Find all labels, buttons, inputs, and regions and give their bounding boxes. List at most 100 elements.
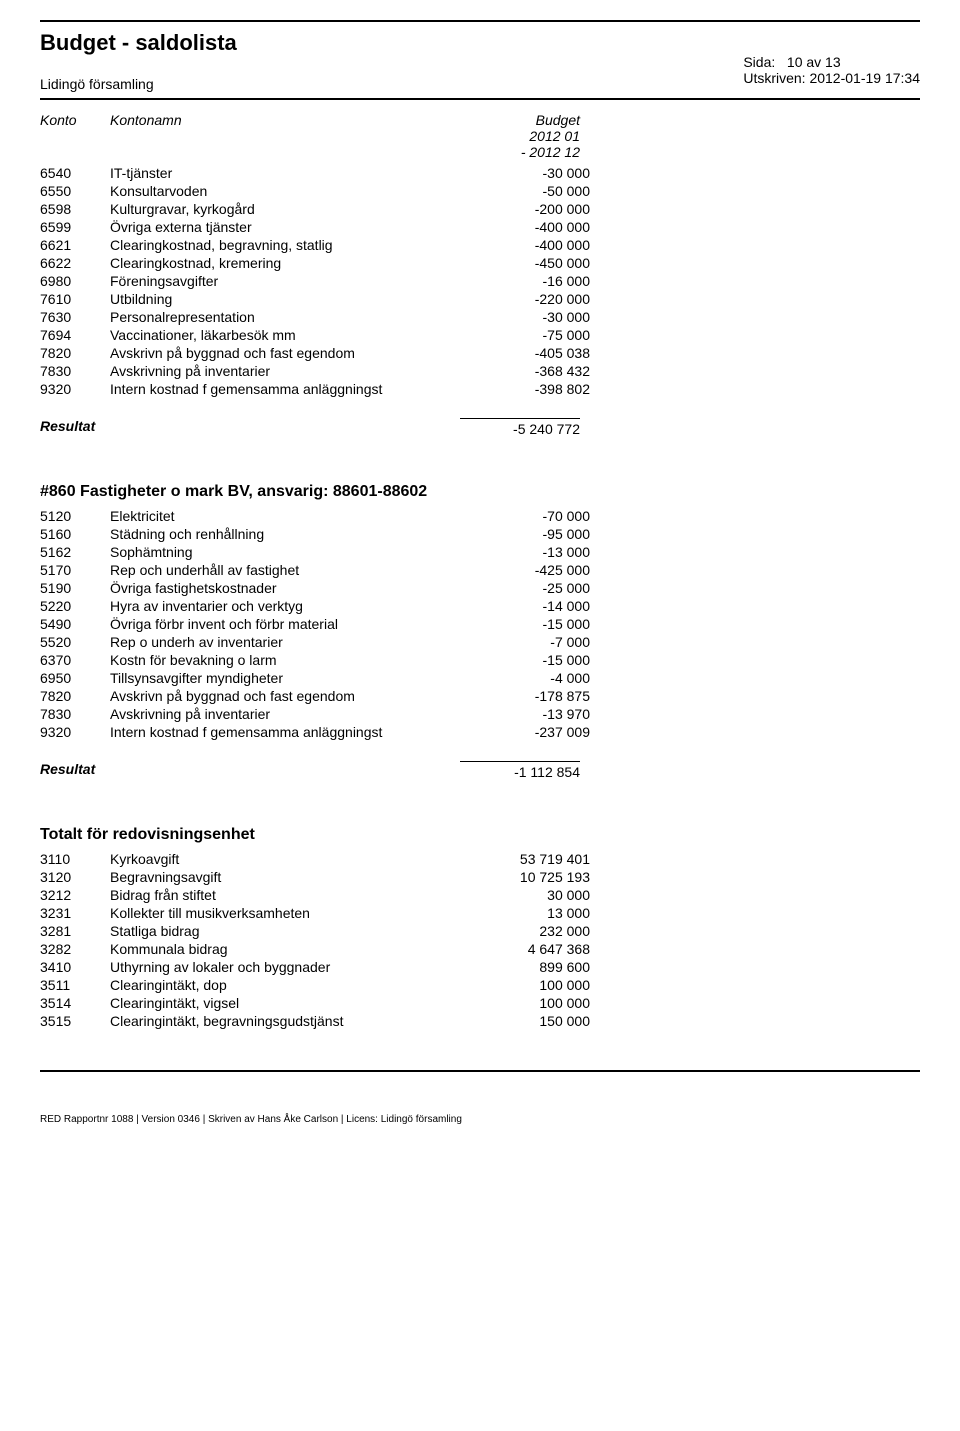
table-row: 7630Personalrepresentation-30 000 [40, 308, 920, 326]
budget-cell: -7 000 [470, 634, 590, 650]
budget-cell: 100 000 [470, 977, 590, 993]
konto-cell: 5190 [40, 580, 110, 596]
kontonamn-cell: Avskrivn på byggnad och fast egendom [110, 345, 470, 361]
budget-cell: -398 802 [470, 381, 590, 397]
table-row: 3410Uthyrning av lokaler och byggnader89… [40, 958, 920, 976]
table-row: 5490Övriga förbr invent och förbr materi… [40, 615, 920, 633]
budget-cell: -13 970 [470, 706, 590, 722]
budget-cell: -200 000 [470, 201, 590, 217]
konto-cell: 3231 [40, 905, 110, 921]
konto-cell: 6598 [40, 201, 110, 217]
kontonamn-cell: Konsultarvoden [110, 183, 470, 199]
konto-cell: 3212 [40, 887, 110, 903]
table-row: 3212Bidrag från stiftet30 000 [40, 886, 920, 904]
budget-cell: -4 000 [470, 670, 590, 686]
budget-cell: -70 000 [470, 508, 590, 524]
kontonamn-cell: Bidrag från stiftet [110, 887, 470, 903]
kontonamn-cell: Begravningsavgift [110, 869, 470, 885]
page-label: Sida: [743, 54, 775, 70]
table-row: 5520Rep o underh av inventarier-7 000 [40, 633, 920, 651]
resultat-value: -1 112 854 [460, 761, 580, 780]
table-row: 6950Tillsynsavgifter myndigheter-4 000 [40, 669, 920, 687]
table-row: 3282Kommunala bidrag4 647 368 [40, 940, 920, 958]
budget-cell: -50 000 [470, 183, 590, 199]
section2-rows: 5120Elektricitet-70 0005160Städning och … [40, 507, 920, 741]
col-budget-l2: 2012 01 [460, 128, 580, 144]
budget-cell: -30 000 [470, 309, 590, 325]
budget-cell: 13 000 [470, 905, 590, 921]
kontonamn-cell: Statliga bidrag [110, 923, 470, 939]
table-row: 3110Kyrkoavgift53 719 401 [40, 850, 920, 868]
page-value: 10 av 13 [787, 54, 841, 70]
konto-cell: 3120 [40, 869, 110, 885]
header-left: Budget - saldolista Lidingö församling [40, 30, 237, 92]
budget-cell: -425 000 [470, 562, 590, 578]
table-row: 5160Städning och renhållning-95 000 [40, 525, 920, 543]
kontonamn-cell: Städning och renhållning [110, 526, 470, 542]
kontonamn-cell: Utbildning [110, 291, 470, 307]
konto-cell: 3511 [40, 977, 110, 993]
table-row: 6598Kulturgravar, kyrkogård-200 000 [40, 200, 920, 218]
kontonamn-cell: Clearingintäkt, vigsel [110, 995, 470, 1011]
budget-cell: -237 009 [470, 724, 590, 740]
konto-cell: 6980 [40, 273, 110, 289]
table-row: 3231Kollekter till musikverksamheten13 0… [40, 904, 920, 922]
resultat-label: Resultat [40, 761, 460, 780]
section2-resultat: Resultat -1 112 854 [40, 741, 920, 786]
konto-cell: 6540 [40, 165, 110, 181]
konto-cell: 3514 [40, 995, 110, 1011]
konto-cell: 5490 [40, 616, 110, 632]
konto-cell: 3515 [40, 1013, 110, 1029]
table-row: 3281Statliga bidrag232 000 [40, 922, 920, 940]
konto-cell: 6599 [40, 219, 110, 235]
kontonamn-cell: Avskrivning på inventarier [110, 363, 470, 379]
header-right: Sida: 10 av 13 Utskriven: 2012-01-19 17:… [743, 54, 920, 86]
table-row: 9320Intern kostnad f gemensamma anläggni… [40, 380, 920, 398]
konto-cell: 6622 [40, 255, 110, 271]
konto-cell: 5520 [40, 634, 110, 650]
budget-cell: -25 000 [470, 580, 590, 596]
kontonamn-cell: Clearingkostnad, begravning, statlig [110, 237, 470, 253]
kontonamn-cell: Avskrivning på inventarier [110, 706, 470, 722]
konto-cell: 7820 [40, 345, 110, 361]
budget-cell: 10 725 193 [470, 869, 590, 885]
table-row: 7820Avskrivn på byggnad och fast egendom… [40, 344, 920, 362]
kontonamn-cell: Kommunala bidrag [110, 941, 470, 957]
table-row: 5190Övriga fastighetskostnader-25 000 [40, 579, 920, 597]
kontonamn-cell: Kollekter till musikverksamheten [110, 905, 470, 921]
col-budget-l3: - 2012 12 [460, 144, 580, 160]
kontonamn-cell: Clearingintäkt, dop [110, 977, 470, 993]
konto-cell: 7694 [40, 327, 110, 343]
table-row: 5120Elektricitet-70 000 [40, 507, 920, 525]
kontonamn-cell: Övriga externa tjänster [110, 219, 470, 235]
table-row: 5162Sophämtning-13 000 [40, 543, 920, 561]
col-budget: Budget 2012 01 - 2012 12 [460, 112, 580, 160]
budget-cell: -16 000 [470, 273, 590, 289]
budget-cell: -400 000 [470, 237, 590, 253]
section3-rows: 3110Kyrkoavgift53 719 4013120Begravnings… [40, 850, 920, 1030]
kontonamn-cell: Kulturgravar, kyrkogård [110, 201, 470, 217]
kontonamn-cell: Personalrepresentation [110, 309, 470, 325]
budget-cell: 4 647 368 [470, 941, 590, 957]
table-row: 7820Avskrivn på byggnad och fast egendom… [40, 687, 920, 705]
report-title: Budget - saldolista [40, 30, 237, 56]
kontonamn-cell: Kostn för bevakning o larm [110, 652, 470, 668]
table-row: 6599Övriga externa tjänster-400 000 [40, 218, 920, 236]
konto-cell: 9320 [40, 724, 110, 740]
konto-cell: 6621 [40, 237, 110, 253]
report-subtitle: Lidingö församling [40, 76, 237, 92]
kontonamn-cell: Hyra av inventarier och verktyg [110, 598, 470, 614]
rule-footer [40, 1070, 920, 1072]
konto-cell: 3281 [40, 923, 110, 939]
konto-cell: 6370 [40, 652, 110, 668]
table-row: 6550Konsultarvoden-50 000 [40, 182, 920, 200]
budget-cell: 150 000 [470, 1013, 590, 1029]
budget-cell: -95 000 [470, 526, 590, 542]
budget-cell: 100 000 [470, 995, 590, 1011]
table-row: 6622Clearingkostnad, kremering-450 000 [40, 254, 920, 272]
konto-cell: 7630 [40, 309, 110, 325]
konto-cell: 6550 [40, 183, 110, 199]
table-row: 9320Intern kostnad f gemensamma anläggni… [40, 723, 920, 741]
table-row: 6540IT-tjänster-30 000 [40, 164, 920, 182]
section3-heading: Totalt för redovisningsenhet [40, 826, 920, 844]
